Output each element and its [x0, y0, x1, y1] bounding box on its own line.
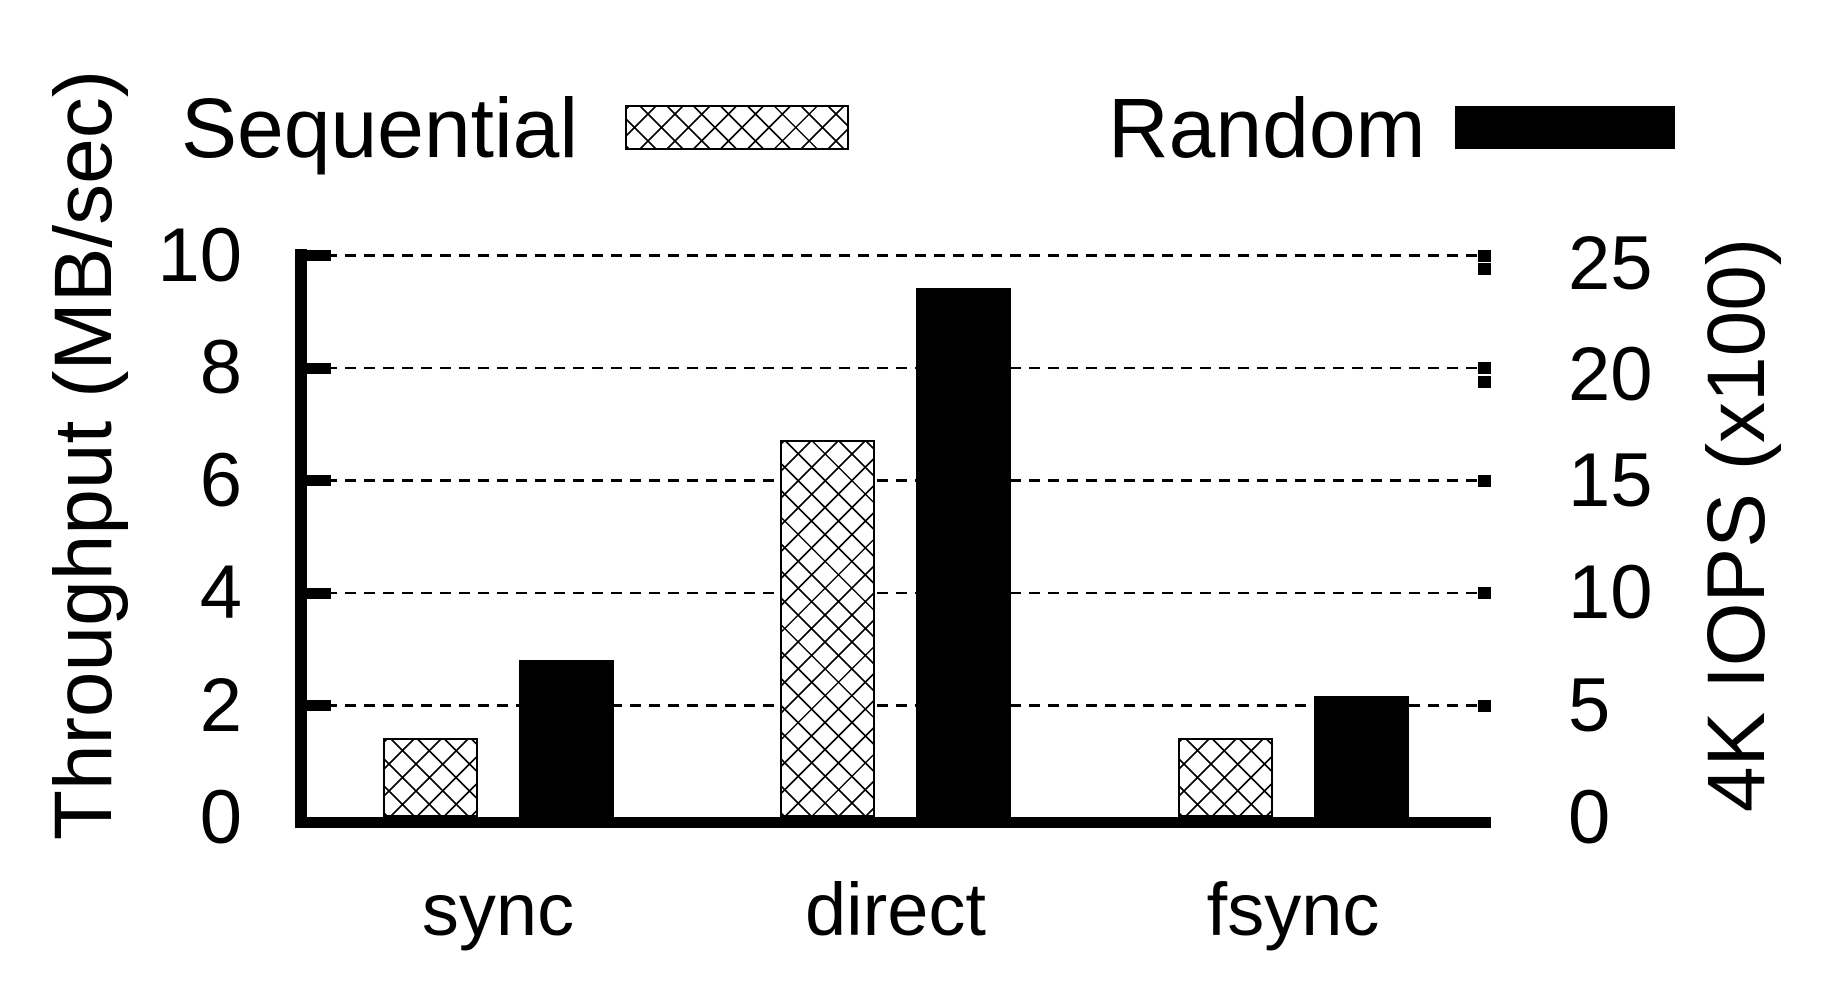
- y-left-tick-label: 4: [199, 550, 242, 635]
- x-tick-label-fsync: fsync: [1206, 868, 1380, 951]
- y-left-tick: [307, 362, 331, 374]
- x-axis-line: [295, 817, 1491, 828]
- gridline: [307, 591, 1477, 595]
- y-right-tick: [1478, 474, 1491, 487]
- y-right-tick: [1478, 375, 1491, 388]
- gridline: [307, 254, 1477, 257]
- y-left-tick-label: 8: [199, 325, 242, 410]
- y-right-tick: [1478, 587, 1491, 599]
- y-left-tick-label: 0: [199, 775, 242, 860]
- bar-direct-random: [916, 288, 1011, 817]
- bar-fsync-random: [1313, 695, 1409, 817]
- y-right-tick-label: 0: [1568, 775, 1611, 860]
- y-left-tick-label: 2: [199, 662, 242, 748]
- bar-direct-sequential: [780, 440, 875, 817]
- y-left-tick: [307, 475, 331, 486]
- y-left-tick: [307, 250, 331, 261]
- bar-sync-sequential: [382, 738, 478, 817]
- legend-label-random: Random: [1108, 81, 1426, 175]
- y-right-tick-label: 20: [1568, 332, 1653, 417]
- y-axis-line: [295, 249, 307, 828]
- x-tick-label-direct: direct: [805, 868, 986, 951]
- y-right-tick-label: 15: [1568, 437, 1653, 523]
- legend-label-sequential: Sequential: [181, 81, 578, 175]
- y-right-tick: [1478, 362, 1491, 374]
- y-left-tick-label: 10: [157, 212, 242, 298]
- y-right-tick: [1478, 699, 1491, 712]
- y-left-tick-label: 6: [199, 437, 242, 523]
- legend-swatch-solid-icon: [1455, 106, 1675, 149]
- gridline: [307, 366, 1477, 370]
- y-right-tick-label: 5: [1568, 662, 1611, 748]
- y-left-tick: [307, 700, 331, 711]
- y-right-tick-label: 10: [1568, 550, 1653, 635]
- y-right-tick-label: 25: [1568, 220, 1653, 306]
- gridline: [307, 479, 1477, 482]
- legend-swatch-crosshatch-icon: [625, 105, 849, 150]
- y-left-tick: [307, 587, 331, 599]
- bar-sync-random: [518, 659, 614, 817]
- gridline: [307, 704, 1477, 707]
- bar-fsync-sequential: [1177, 738, 1273, 817]
- x-tick-label-sync: sync: [421, 868, 575, 951]
- y-right-tick: [1478, 249, 1491, 262]
- y-right-tick: [1478, 263, 1491, 275]
